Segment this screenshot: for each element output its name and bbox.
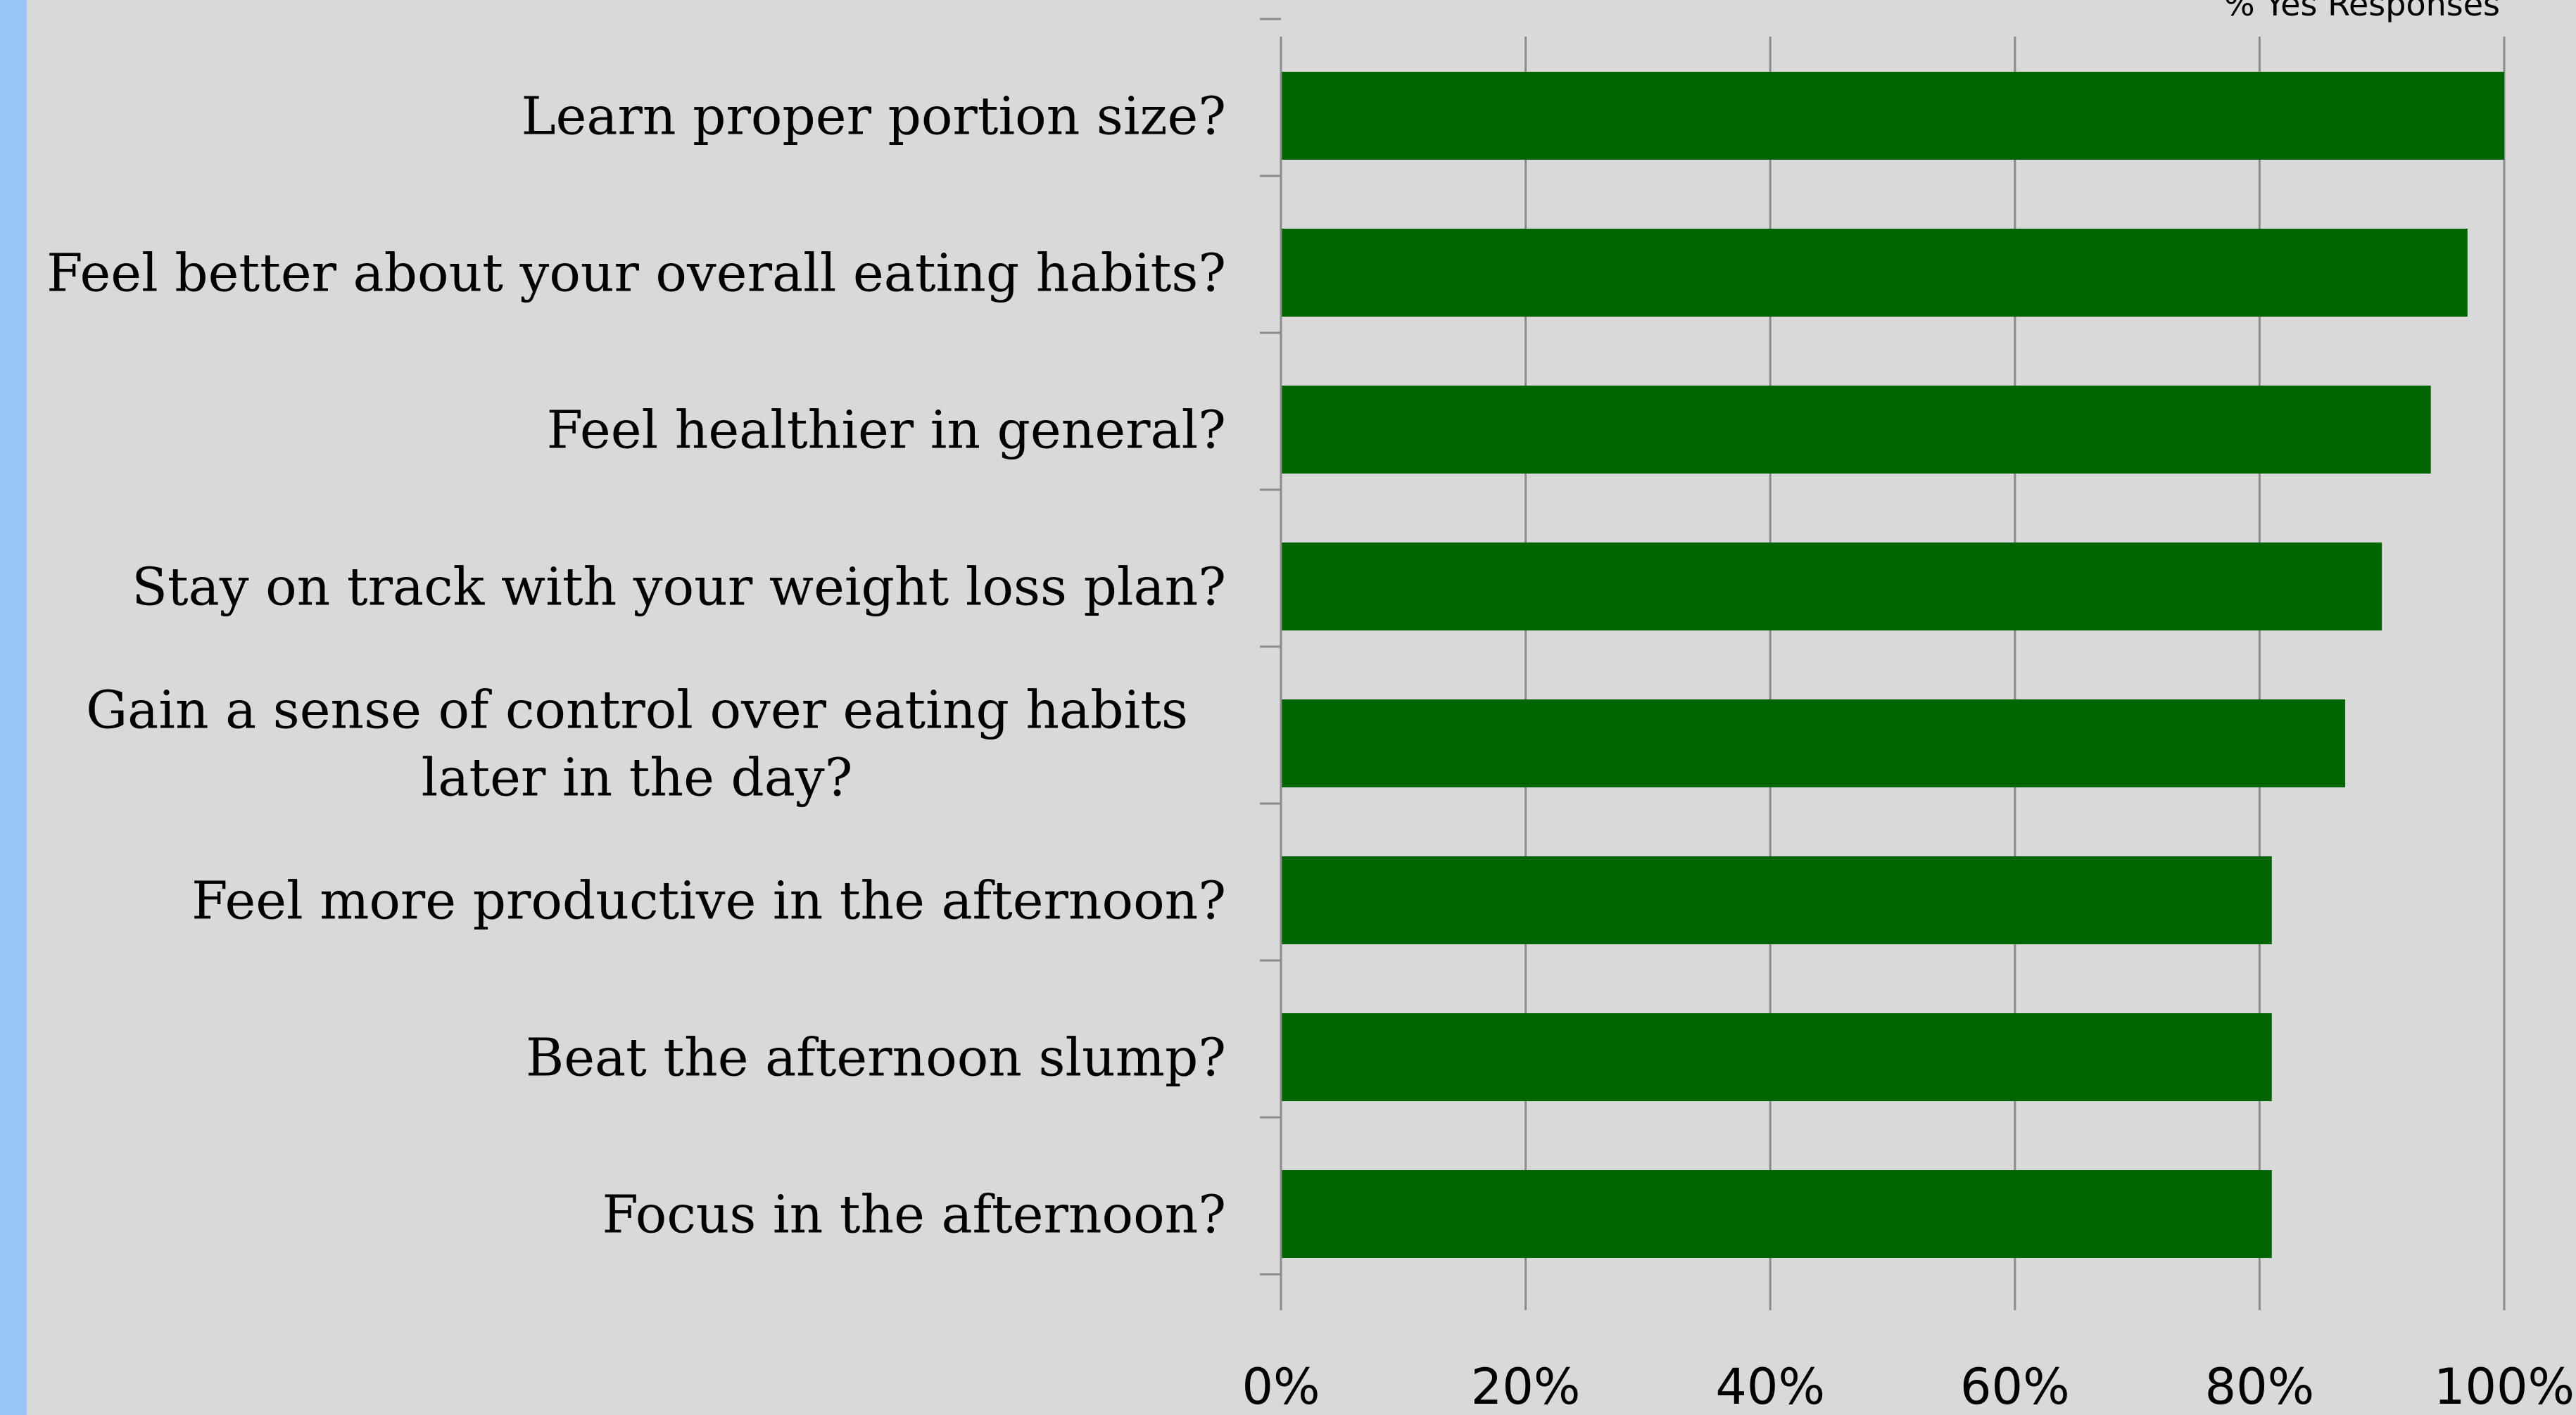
category-label: Feel better about your overall eating ha… (46, 243, 1226, 304)
tick-labels: 0% 20% 40% 60% 80% 100% (1242, 1358, 2575, 1415)
bars (1281, 72, 2504, 1258)
bar (1281, 72, 2504, 160)
x-tick-label: 20% (1471, 1358, 1581, 1415)
x-tick-label: 100% (2434, 1358, 2575, 1415)
x-tick-label: 0% (1242, 1358, 1320, 1415)
bar (1281, 699, 2346, 787)
bar (1281, 856, 2272, 944)
category-labels: Learn proper portion size? Feel better ab… (46, 87, 1226, 1245)
axes (1260, 18, 2506, 1310)
x-tick-label: 80% (2205, 1358, 2315, 1415)
left-accent-stripe (0, 0, 27, 1415)
category-label: Learn proper portion size? (522, 87, 1227, 147)
category-label: Feel healthier in general? (547, 400, 1226, 461)
bar (1281, 1170, 2272, 1258)
bar (1281, 229, 2468, 317)
bar (1281, 386, 2431, 474)
legend: % Yes Responses (2224, 0, 2500, 23)
category-label: Focus in the afternoon? (602, 1185, 1226, 1245)
category-label: Gain a sense of control over eating habi… (86, 680, 1188, 808)
category-label: Beat the afternoon slump? (526, 1028, 1226, 1089)
legend-entry: % Yes Responses (2224, 0, 2500, 23)
bar (1281, 542, 2382, 630)
bar (1281, 1013, 2272, 1101)
category-label: Stay on track with your weight loss plan… (132, 557, 1226, 618)
x-tick-label: 40% (1715, 1358, 1825, 1415)
grid-lines (1524, 37, 2506, 1293)
category-label: Feel more productive in the afternoon? (191, 871, 1226, 932)
x-tick-label: 60% (1960, 1358, 2070, 1415)
